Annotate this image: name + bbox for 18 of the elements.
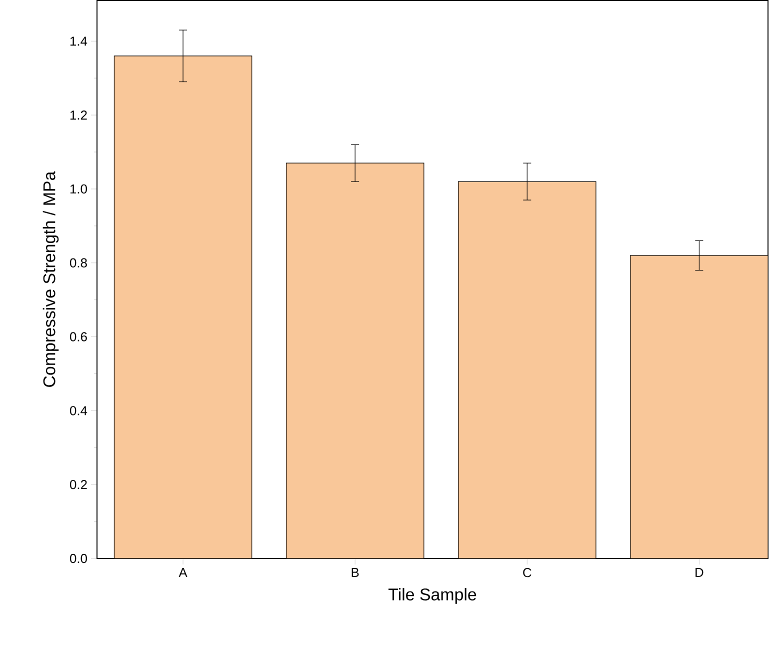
y-tick-label: 0.8 — [70, 258, 87, 268]
y-tick-label: 1.0 — [70, 184, 87, 194]
y-axis-title: Compressive Strength / MPa — [42, 171, 59, 387]
bar — [114, 55, 252, 558]
y-tick-label: 0.0 — [70, 554, 87, 563]
x-axis-title: Tile Sample — [388, 588, 476, 604]
bar — [630, 254, 768, 558]
y-tick-label: 0.6 — [70, 332, 87, 342]
y-tick-label: 1.2 — [70, 110, 87, 120]
x-tick-label: A — [178, 568, 188, 577]
x-tick-label: B — [352, 568, 359, 577]
y-tick-label: 0.2 — [70, 480, 87, 489]
y-tick-label: 1.4 — [70, 36, 88, 46]
x-tick-label: D — [696, 568, 704, 577]
bar — [458, 181, 596, 558]
y-tick-label: 0.4 — [70, 406, 88, 416]
bar — [286, 162, 424, 558]
x-tick-label: C — [523, 568, 532, 577]
